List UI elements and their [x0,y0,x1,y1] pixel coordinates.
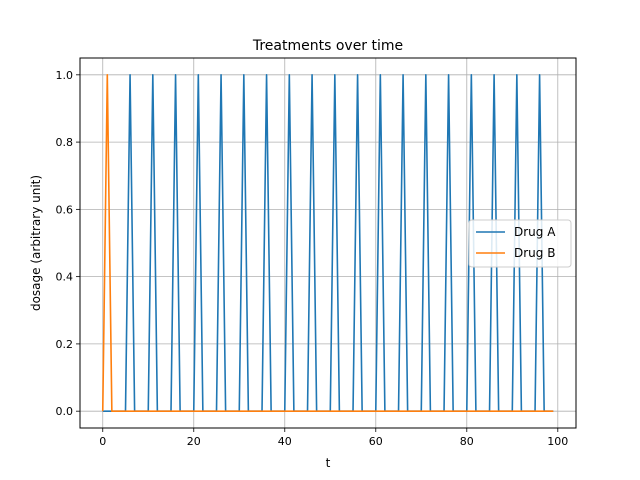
x-axis-label: t [326,456,331,470]
series-line-drug-b [101,74,554,412]
x-tick-label: 20 [187,435,201,448]
x-axis-ticks: 0 20 40 60 80 100 [99,428,568,448]
x-tick-label: 100 [547,435,568,448]
legend: Drug A Drug B [468,219,572,268]
legend-label: Drug A [514,225,556,239]
y-tick-label: 0.4 [56,271,74,284]
chart-title: Treatments over time [252,38,403,54]
y-tick-label: 1.0 [56,69,74,82]
legend-label: Drug B [514,246,555,260]
y-tick-label: 0.0 [56,405,74,418]
plot-frame [79,57,577,429]
y-axis-ticks: 0.0 0.2 0.4 0.6 0.8 1.0 [56,69,80,418]
y-tick-label: 0.2 [56,338,74,351]
series-layer [101,74,554,412]
y-tick-label: 0.6 [56,203,74,216]
x-tick-label: 60 [369,435,383,448]
y-axis-label: dosage (arbitrary unit) [29,175,43,311]
x-tick-label: 0 [99,435,106,448]
x-tick-label: 40 [278,435,292,448]
y-tick-label: 0.8 [56,136,74,149]
x-tick-label: 80 [460,435,474,448]
